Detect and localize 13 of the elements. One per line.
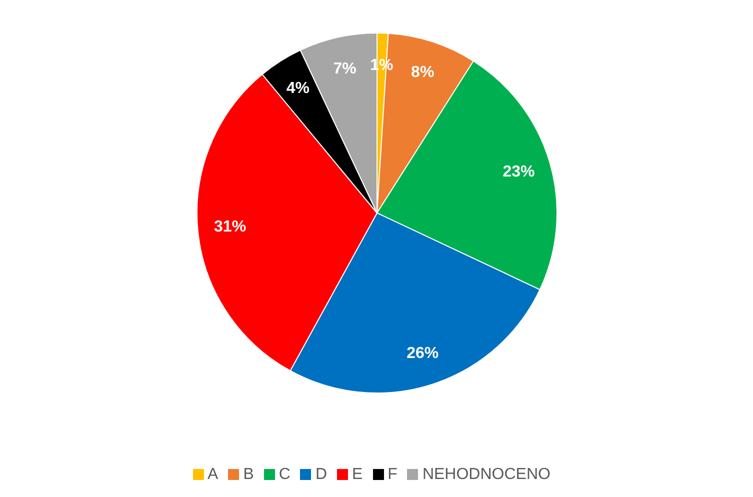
data-label: 31% <box>214 218 246 236</box>
data-label: 26% <box>406 344 439 362</box>
data-label: 4% <box>286 80 310 97</box>
legend-label: F <box>388 466 398 483</box>
data-label: 7% <box>333 60 356 78</box>
data-label: 8% <box>411 64 434 82</box>
legend-label: C <box>278 466 290 483</box>
legend-label: E <box>352 466 363 483</box>
legend-label: B <box>243 466 254 483</box>
legend-label: A <box>208 466 218 483</box>
legend-label: NEHODNOCENO <box>422 466 550 483</box>
data-label: 23% <box>502 163 535 180</box>
legend-label: D <box>315 466 327 483</box>
